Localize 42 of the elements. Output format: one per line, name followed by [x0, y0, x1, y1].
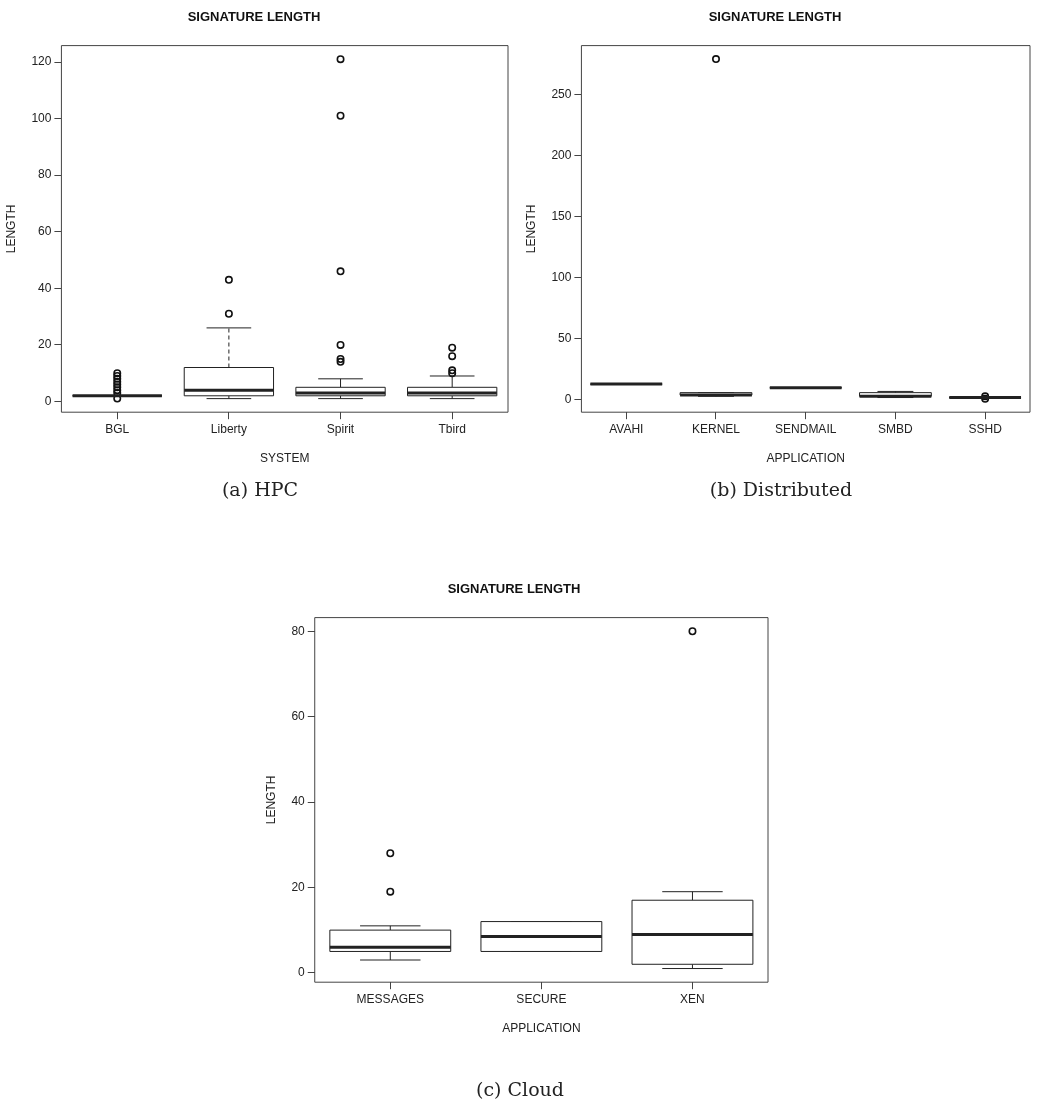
y-axis-title: LENGTH — [3, 204, 18, 254]
text: (c) Cloud — [475, 1078, 565, 1100]
y-tick-label: 20 — [38, 337, 52, 352]
y-tick-label: 80 — [291, 623, 306, 638]
chart-title: SIGNATURE LENGTH — [708, 9, 842, 25]
chart-title: SIGNATURE LENGTH — [447, 581, 581, 597]
y-tick-label: 50 — [558, 331, 572, 346]
x-tick-label: Spirit — [326, 421, 355, 436]
text: (a) HPC — [220, 478, 300, 500]
text: (b) Distributed — [708, 478, 854, 500]
y-tick-label: 0 — [564, 392, 572, 407]
x-axis-title: SYSTEM — [260, 451, 310, 466]
x-tick-label: MESSAGES — [356, 991, 424, 1006]
y-tick-label: 150 — [551, 208, 572, 223]
y-tick-label: 0 — [44, 393, 52, 408]
y-tick-label: 80 — [38, 167, 52, 182]
y-tick-label: 20 — [291, 879, 306, 894]
y-tick-label: 60 — [291, 708, 306, 723]
y-tick-label: 200 — [551, 147, 572, 162]
x-tick-label: XEN — [680, 991, 705, 1006]
x-tick-label: Tbird — [438, 421, 466, 436]
y-axis-title: LENGTH — [263, 775, 278, 825]
x-tick-label: SENDMAIL — [775, 421, 837, 436]
x-tick-label: Liberty — [210, 421, 247, 436]
y-tick-label: 120 — [31, 54, 52, 69]
y-tick-label: 100 — [551, 270, 572, 285]
y-tick-label: 60 — [38, 224, 52, 239]
x-tick-label: BGL — [105, 421, 130, 436]
x-tick-label: SSHD — [968, 421, 1003, 436]
y-tick-label: 100 — [31, 110, 52, 125]
x-tick-label: SECURE — [516, 991, 567, 1006]
y-axis-title: LENGTH — [523, 204, 538, 254]
chart-title: SIGNATURE LENGTH — [187, 9, 321, 25]
x-axis-title: APPLICATION — [766, 451, 845, 466]
y-tick-label: 40 — [38, 280, 52, 295]
y-tick-label: 250 — [551, 86, 572, 101]
y-tick-label: 40 — [291, 794, 306, 809]
x-tick-label: AVAHI — [609, 421, 644, 436]
x-tick-label: SMBD — [878, 421, 914, 436]
x-tick-label: KERNEL — [691, 421, 741, 436]
y-tick-label: 0 — [298, 965, 306, 980]
x-axis-title: APPLICATION — [502, 1021, 581, 1036]
